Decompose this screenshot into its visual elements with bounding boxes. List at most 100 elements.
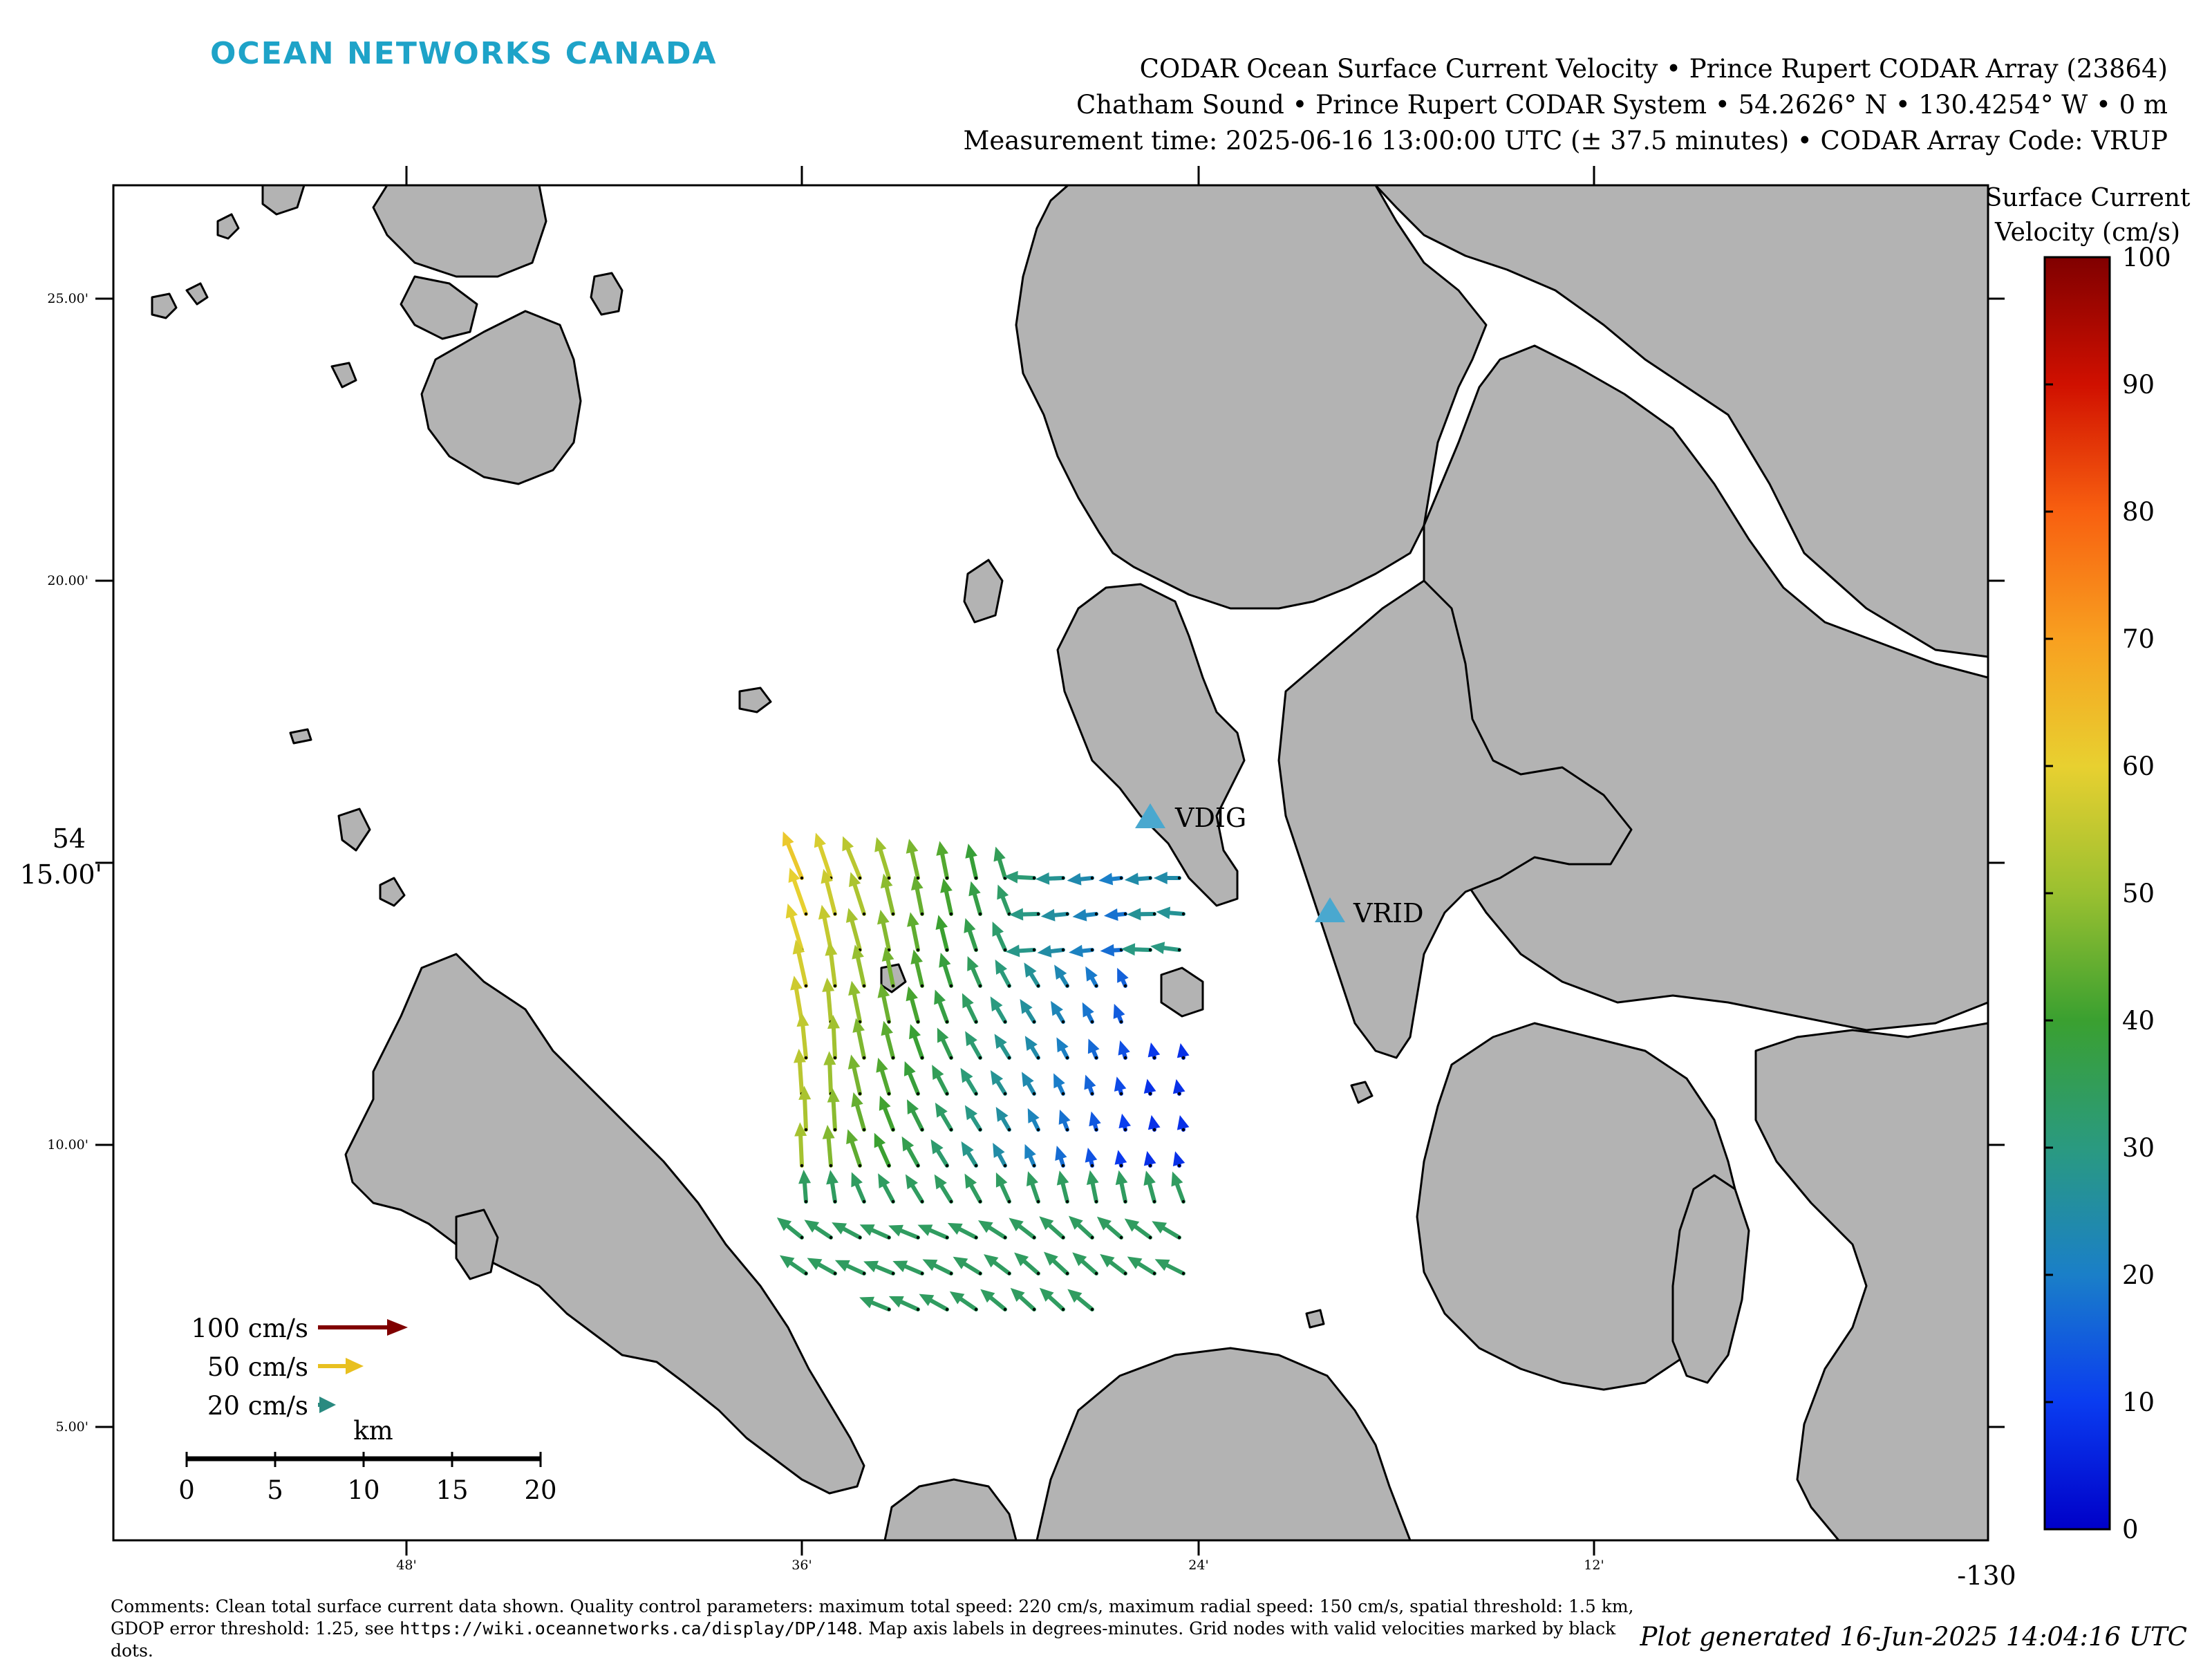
station-vrid-label: VRID	[1353, 898, 1424, 928]
current-vector	[1039, 1216, 1065, 1239]
scalebar-tick-label: 20	[524, 1475, 556, 1505]
land-mid-small-8	[1351, 1082, 1372, 1103]
current-vector	[936, 841, 948, 879]
current-vector	[1121, 943, 1152, 955]
current-vector	[860, 1224, 891, 1239]
current-vector	[936, 915, 949, 951]
current-vector	[1084, 1075, 1096, 1096]
current-vector	[993, 922, 1007, 951]
current-vector	[1100, 1254, 1127, 1275]
current-vector	[1067, 873, 1094, 886]
current-vector	[965, 1105, 982, 1131]
current-vector	[961, 1068, 978, 1096]
colorbar-tick-label: 50	[2122, 879, 2155, 908]
comments-wiki-link[interactable]: https://wiki.oceannetworks.ca/display/DP…	[400, 1618, 857, 1638]
current-vector	[910, 949, 924, 987]
colorbar-tick-label: 0	[2122, 1515, 2139, 1544]
current-vector	[1152, 1221, 1181, 1239]
current-vector	[888, 1225, 919, 1239]
current-vector	[911, 876, 924, 916]
current-vector	[962, 1141, 978, 1167]
current-vector	[1024, 962, 1040, 987]
current-vector	[1148, 1115, 1161, 1131]
land-nw-island-top	[373, 185, 546, 277]
current-vector	[823, 1125, 835, 1167]
current-vector	[1038, 945, 1065, 958]
current-vector	[909, 1024, 924, 1059]
x-major-label: -130	[1957, 1560, 2016, 1591]
current-vector	[1006, 944, 1035, 957]
station-vdig-label: VDIG	[1174, 803, 1246, 833]
y-axis-labels: 25.00' 20.00' 54 15.00' 10.00' 5.00'	[20, 291, 102, 1435]
land-nw-small-4	[187, 283, 207, 304]
current-vector	[1150, 942, 1181, 954]
current-vector	[1014, 1253, 1040, 1276]
current-vector	[950, 1291, 977, 1311]
current-vector	[878, 1173, 894, 1203]
legend-arrow-20-head	[319, 1397, 336, 1413]
legend-label-20: 20 cm/s	[207, 1391, 308, 1421]
current-vector	[940, 878, 953, 915]
current-vector	[1056, 1037, 1069, 1059]
land-nw-small-3	[152, 294, 176, 318]
current-vector	[1069, 945, 1094, 958]
land-nw-small-2	[218, 214, 238, 239]
current-vector	[964, 1174, 982, 1204]
current-vector	[1057, 1170, 1069, 1203]
current-vector	[965, 1031, 982, 1059]
current-vector	[964, 918, 977, 951]
scalebar-title: km	[353, 1416, 393, 1446]
plot-generated-timestamp: Plot generated 16-Jun-2025 14:04:16 UTC	[1640, 1622, 2187, 1652]
current-vector	[1115, 1150, 1127, 1167]
land-nw-island-mid	[401, 277, 477, 339]
current-vector	[995, 960, 1011, 987]
current-vector	[807, 1258, 837, 1275]
land-nw-small-1	[591, 273, 622, 315]
current-vector	[996, 1173, 1011, 1203]
land-mid-small-4	[380, 878, 404, 906]
current-vector	[996, 1107, 1011, 1131]
current-vector	[1022, 1072, 1035, 1095]
current-vector	[876, 1058, 890, 1095]
current-vector	[1040, 1288, 1065, 1311]
current-vector	[991, 996, 1007, 1023]
current-vector	[902, 1137, 920, 1168]
current-vector	[1085, 967, 1098, 987]
current-vector	[851, 1172, 865, 1203]
current-vector	[1177, 1043, 1190, 1059]
current-vector	[939, 953, 953, 987]
current-vector	[993, 1143, 1006, 1167]
current-vector	[1044, 1252, 1069, 1276]
station-vdig: VDIG	[1135, 803, 1246, 833]
legend-label-50: 50 cm/s	[207, 1352, 308, 1382]
current-vector	[917, 1224, 948, 1239]
current-vector	[1156, 906, 1185, 919]
scalebar-tick-label: 0	[178, 1475, 195, 1505]
velocity-legend: 100 cm/s 50 cm/s 20 cm/s	[191, 1314, 408, 1421]
current-vector	[1125, 872, 1152, 885]
current-vector	[1051, 1001, 1065, 1024]
plot-comments: Comments: Clean total surface current da…	[111, 1596, 1652, 1662]
x-tick-label: 24'	[1188, 1558, 1208, 1573]
current-vector	[904, 1061, 919, 1095]
current-vector	[1155, 1259, 1185, 1275]
y-tick-label: 15.00'	[20, 859, 102, 890]
current-vector	[1098, 873, 1123, 886]
current-vector	[978, 1220, 1006, 1239]
current-vector	[907, 1099, 924, 1131]
current-vector	[892, 1260, 924, 1275]
current-vector	[1104, 908, 1127, 921]
current-vector	[1069, 1216, 1094, 1240]
current-vector	[1072, 1252, 1098, 1275]
current-vector	[906, 1174, 924, 1203]
x-axis-labels: 48' 36' 24' 12' -130	[396, 1558, 2016, 1591]
current-vector	[1143, 1170, 1156, 1203]
current-vector	[877, 910, 890, 951]
current-vector	[932, 1065, 948, 1095]
scalebar-tick-label: 15	[435, 1475, 468, 1505]
current-vector	[835, 1260, 865, 1275]
land-mid-small-1	[740, 688, 771, 712]
current-vector	[1009, 908, 1040, 921]
current-vector	[826, 1170, 838, 1203]
current-vector	[953, 1257, 982, 1275]
